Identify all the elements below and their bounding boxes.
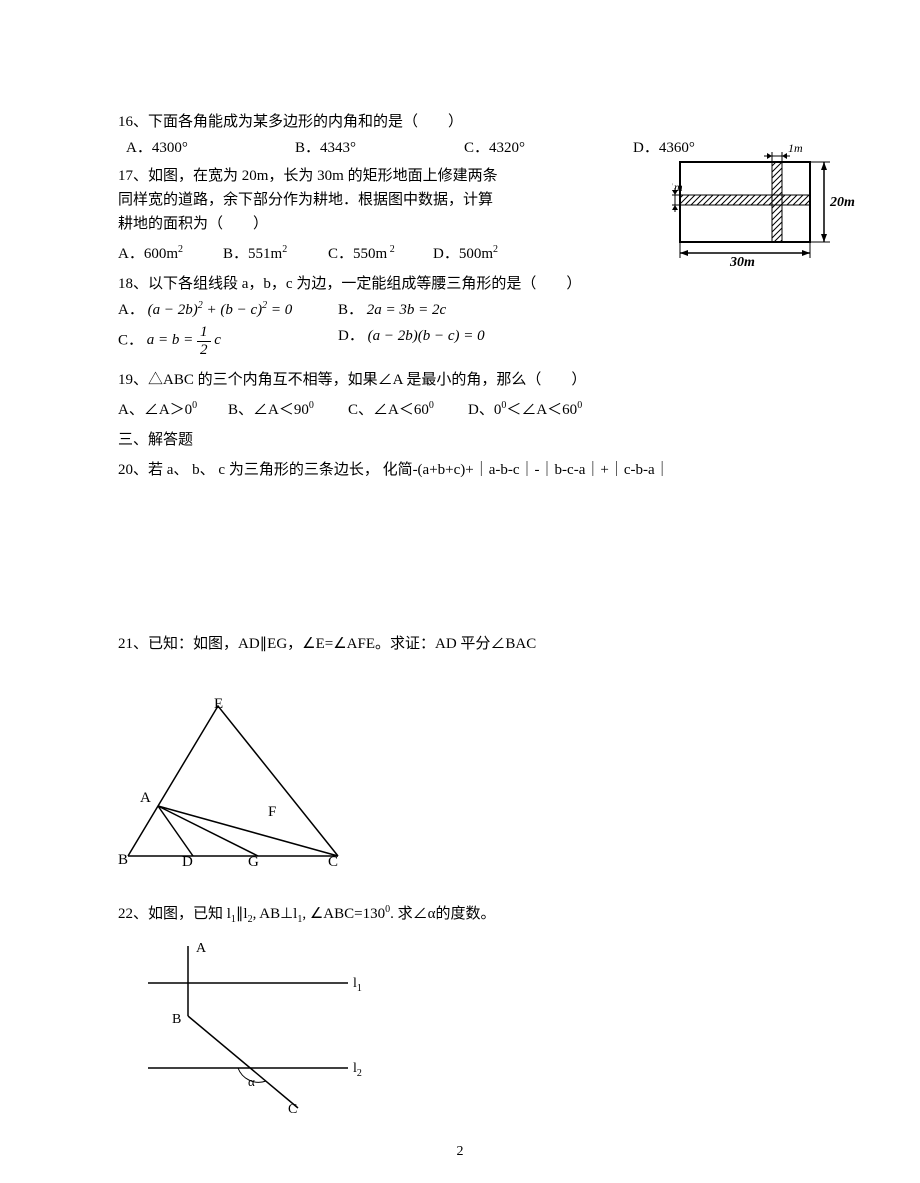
- q22-figure: A B C l1 l2 α: [118, 938, 398, 1118]
- q19-b-t: B、∠A＜90: [228, 402, 309, 418]
- q22-t3: , AB⊥l: [253, 906, 298, 922]
- q22-B: B: [172, 1012, 181, 1027]
- q17-a-sup: 2: [178, 244, 183, 255]
- q21-stem: 21、已知：如图，AD∥EG，∠E=∠AFE。求证：AD 平分∠BAC: [118, 632, 802, 656]
- q22-stem: 22、如图，已知 l1∥l2, AB⊥l1, ∠ABC=1300. 求∠α的度数…: [118, 902, 802, 928]
- q19-c-t: C、∠A＜60: [348, 402, 429, 418]
- q18-c: C． a = b = 12 c: [118, 324, 338, 358]
- q18-row1: A． (a − 2b)2 + (b − c)2 = 0 B． 2a = 3b =…: [118, 298, 802, 322]
- q17-l3: 耕地的面积为（ ）: [118, 212, 538, 236]
- q16-b: B．4343°: [295, 136, 464, 160]
- q19-d-t1: D、0: [468, 402, 501, 418]
- q21-F: F: [268, 804, 276, 820]
- q21-figure: E A F B D G C: [118, 696, 348, 866]
- q17-block: 17、如图，在宽为 20m，长为 30m 的矩形地面上修建两条 同样宽的道路，余…: [118, 164, 802, 266]
- q17-dim-left: 1m: [672, 180, 683, 194]
- q17-a-text: A．600m: [118, 246, 178, 262]
- q17-c-sup: 2: [387, 244, 395, 255]
- q17-d: D．500m2: [433, 242, 538, 266]
- q17-d-sup: 2: [493, 244, 498, 255]
- q17-dim-30m: 30m: [729, 255, 755, 270]
- q22-t1: 22、如图，已知 l: [118, 906, 231, 922]
- q18-c-num: 1: [197, 324, 211, 342]
- q18-d-label: D．: [338, 328, 364, 344]
- q17-a: A．600m2: [118, 242, 223, 266]
- q18-a-m3: = 0: [267, 302, 292, 318]
- q17-b-text: B．551m: [223, 246, 282, 262]
- q17-figure: 1m 1m 20m 30m: [672, 140, 862, 270]
- q17-choices: A．600m2 B．551m2 C．550m 2 D．500m2: [118, 242, 538, 266]
- q21-D: D: [182, 854, 193, 866]
- q22-alpha: α: [248, 1074, 255, 1089]
- q18-row2: C． a = b = 12 c D． (a − 2b)(b − c) = 0: [118, 324, 802, 358]
- q22-t5: . 求∠α的度数。: [390, 906, 495, 922]
- q21-C: C: [328, 854, 338, 866]
- q19-c-s: 0: [429, 400, 434, 411]
- q18-c-label: C．: [118, 332, 143, 348]
- q22-l1: l1: [353, 976, 362, 994]
- q22-A: A: [196, 941, 207, 956]
- q17-c-text: C．550m: [328, 246, 387, 262]
- q18-c-frac: 12: [197, 324, 211, 358]
- q18-c-den: 2: [197, 342, 211, 359]
- q21-B: B: [118, 852, 128, 866]
- q19-a: A、∠A＞00: [118, 398, 228, 422]
- q19-d-t2: ＜∠A＜60: [506, 402, 577, 418]
- q17-dim-20m: 20m: [829, 195, 855, 210]
- q18-stem: 18、以下各组线段 a，b，c 为边，一定能组成等腰三角形的是（ ）: [118, 272, 802, 296]
- q19-a-t: A、∠A＞0: [118, 402, 192, 418]
- q17-b: B．551m2: [223, 242, 328, 266]
- q18-d-m: (a − 2b)(b − c) = 0: [368, 328, 485, 344]
- q22-C: C: [288, 1102, 297, 1117]
- q19-d-s2: 0: [577, 400, 582, 411]
- q19-stem: 19、△ABC 的三个内角互不相等，如果∠A 是最小的角，那么（ ）: [118, 368, 802, 392]
- q17-l2: 同样宽的道路，余下部分作为耕地．根据图中数据，计算: [118, 188, 538, 212]
- q18-a-m1: (a − 2b): [148, 302, 198, 318]
- q18-a: A． (a − 2b)2 + (b − c)2 = 0: [118, 298, 338, 322]
- q21-A: A: [140, 790, 151, 806]
- q22-l2: l2: [353, 1061, 362, 1079]
- q18-c-pre: a = b =: [147, 332, 197, 348]
- q18-b: B． 2a = 3b = 2c: [338, 298, 802, 322]
- q17-c: C．550m 2: [328, 242, 433, 266]
- q18-a-m2: + (b − c): [203, 302, 262, 318]
- page-number: 2: [457, 1141, 464, 1163]
- q19-b: B、∠A＜900: [228, 398, 348, 422]
- q21-E: E: [214, 696, 223, 712]
- q22-t4: , ∠ABC=130: [302, 906, 385, 922]
- q19-c: C、∠A＜600: [348, 398, 468, 422]
- q19-choices: A、∠A＞00 B、∠A＜900 C、∠A＜600 D、00＜∠A＜600: [118, 398, 802, 422]
- q17-stem: 17、如图，在宽为 20m，长为 30m 的矩形地面上修建两条 同样宽的道路，余…: [118, 164, 538, 236]
- q19-d: D、00＜∠A＜600: [468, 398, 802, 422]
- q16-stem: 16、下面各角能成为某多边形的内角和的是（ ）: [118, 110, 802, 134]
- q18-b-label: B．: [338, 302, 363, 318]
- q17-l1: 17、如图，在宽为 20m，长为 30m 的矩形地面上修建两条: [118, 164, 538, 188]
- q17-dim-top: 1m: [788, 141, 803, 155]
- q18-c-post: c: [211, 332, 221, 348]
- q19-a-s: 0: [192, 400, 197, 411]
- section-3-heading: 三、解答题: [118, 428, 802, 452]
- q18-d: D． (a − 2b)(b − c) = 0: [338, 324, 802, 358]
- q16-a: A．4300°: [118, 136, 295, 160]
- q18-b-m: 2a = 3b = 2c: [367, 302, 446, 318]
- q22-t2: ∥l: [236, 906, 248, 922]
- q16-c: C．4320°: [464, 136, 633, 160]
- q19-b-s: 0: [309, 400, 314, 411]
- q17-d-text: D．500m: [433, 246, 493, 262]
- q17-b-sup: 2: [282, 244, 287, 255]
- q18-a-label: A．: [118, 302, 144, 318]
- q21-G: G: [248, 854, 259, 866]
- q20-stem: 20、若 a、 b、 c 为三角形的三条边长， 化简-(a+b+c)+｜a-b-…: [118, 458, 802, 482]
